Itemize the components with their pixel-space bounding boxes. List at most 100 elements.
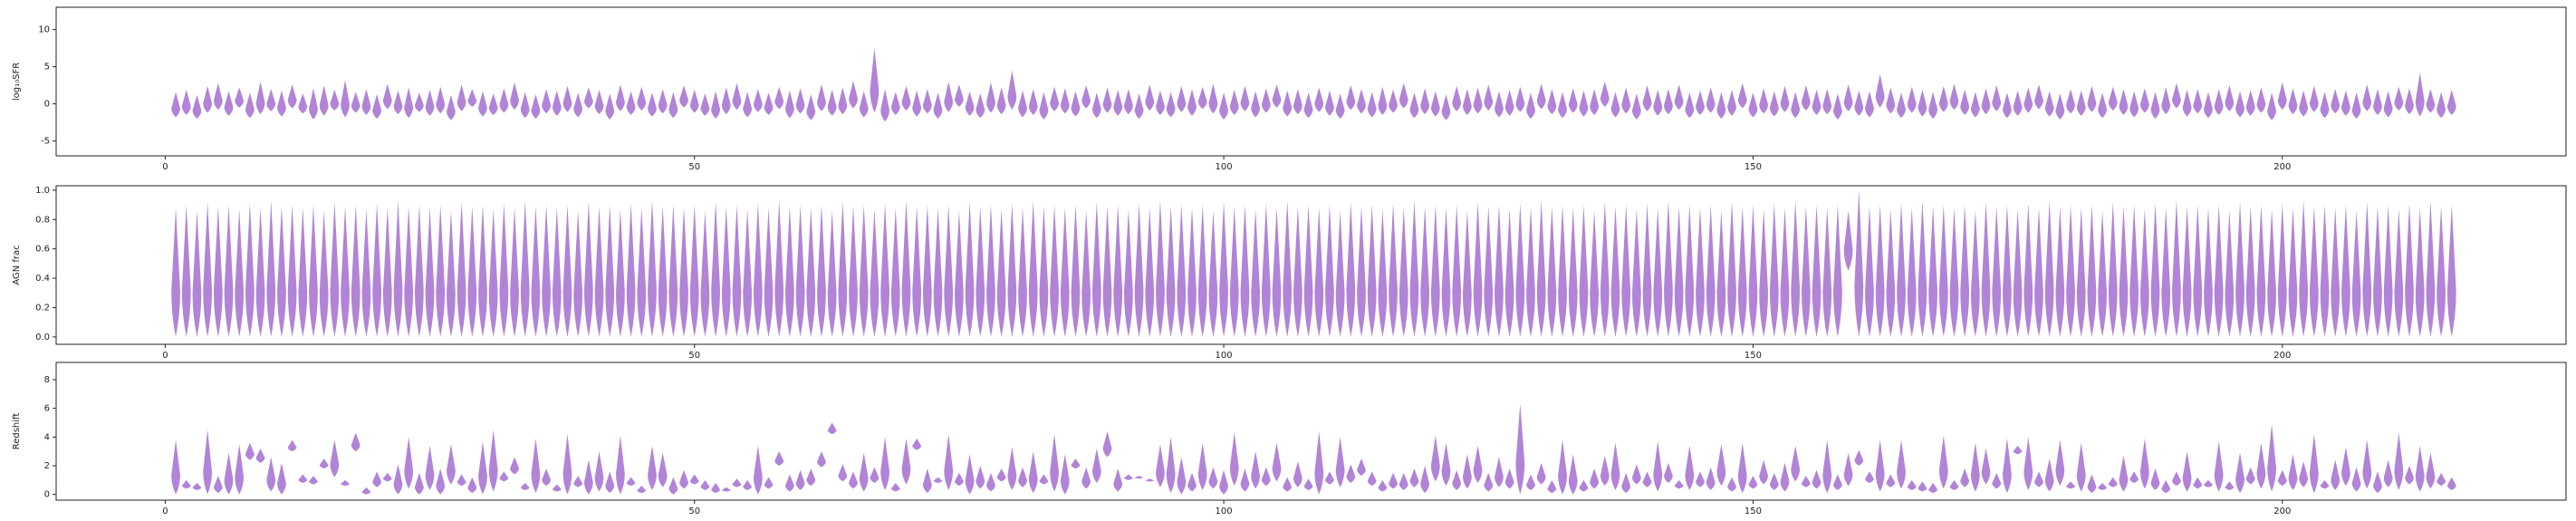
violin [1801, 85, 1811, 111]
violin [1197, 442, 1207, 490]
violin [213, 82, 223, 111]
violin [1261, 88, 1271, 113]
violin [1325, 205, 1334, 337]
violin [1452, 85, 1462, 111]
violin [1166, 206, 1176, 337]
violin [1367, 471, 1377, 487]
violin [806, 93, 816, 121]
violin [753, 203, 763, 337]
violin [2139, 208, 2149, 337]
violin [404, 87, 414, 119]
violin [1938, 435, 1948, 489]
violin [1621, 87, 1631, 114]
violin [668, 92, 678, 119]
violin [436, 468, 446, 495]
violin [2182, 206, 2192, 337]
violin [1504, 90, 1514, 116]
violin [277, 90, 286, 117]
violin [1897, 203, 1906, 337]
violin [499, 471, 509, 482]
violin [1018, 207, 1027, 337]
violin [235, 444, 245, 495]
violin [330, 90, 340, 111]
violin [277, 462, 286, 495]
violin [2129, 471, 2139, 483]
violin [255, 449, 265, 463]
violin [1219, 92, 1228, 120]
violin [827, 90, 837, 116]
violin [2341, 205, 2350, 337]
x-tick-label: 0 [162, 507, 168, 516]
violin [1409, 200, 1419, 337]
violin [1653, 441, 1663, 492]
violin [954, 84, 964, 107]
violin [287, 205, 297, 337]
violin [1833, 93, 1842, 120]
x-tick-label: 200 [2273, 507, 2291, 516]
violin [1357, 89, 1366, 114]
violin [817, 205, 826, 337]
violin [1706, 467, 1716, 490]
violin [996, 208, 1006, 337]
violin [1166, 437, 1176, 494]
violin [2087, 205, 2097, 337]
violin [976, 466, 985, 489]
violin [266, 89, 276, 111]
violin [1251, 91, 1261, 118]
violin [817, 451, 826, 468]
violin [1357, 458, 1366, 477]
violin [1706, 87, 1716, 113]
violin [774, 200, 784, 337]
violin [235, 87, 245, 108]
violin [1727, 201, 1736, 337]
violin [1801, 476, 1811, 487]
violin [510, 82, 519, 111]
violin [255, 82, 265, 115]
violin [1346, 85, 1356, 111]
violin [637, 486, 647, 494]
violin [1113, 468, 1123, 492]
violin [2383, 91, 2393, 118]
violin [1187, 472, 1197, 492]
violin [224, 452, 234, 495]
violin [1208, 210, 1218, 337]
violin [1145, 84, 1155, 111]
violin [2023, 437, 2033, 490]
y-tick-label: 1.0 [35, 186, 50, 196]
y-tick-label: 0.4 [35, 274, 50, 284]
violin [1071, 458, 1081, 469]
violin [1664, 89, 1673, 115]
violin [266, 200, 276, 337]
violin [616, 435, 625, 495]
violin [859, 91, 869, 118]
violin [1981, 88, 1991, 115]
violin [1515, 203, 1525, 337]
violin [1050, 434, 1059, 492]
violin [404, 437, 414, 489]
violin [1441, 207, 1451, 337]
y-axis-label: log₁₀SFR [12, 63, 22, 101]
violin [1674, 206, 1684, 337]
violin [976, 206, 985, 337]
violin [1251, 451, 1261, 489]
violin [1293, 206, 1302, 337]
violin [2182, 451, 2192, 492]
violin [447, 94, 456, 121]
violin [944, 434, 954, 490]
violin [2055, 439, 2065, 487]
violin [2076, 90, 2086, 116]
violin [870, 467, 879, 483]
violin [171, 207, 180, 337]
violin [330, 439, 340, 478]
violin [1187, 89, 1197, 116]
violin [1293, 89, 1302, 115]
violin [1007, 447, 1017, 490]
violin [372, 203, 382, 337]
violin [1071, 91, 1081, 117]
violin [1970, 210, 1980, 337]
violin [1251, 208, 1261, 337]
violin [382, 472, 392, 482]
violin [1621, 205, 1631, 337]
violin [1674, 479, 1684, 489]
violin [1495, 205, 1504, 337]
